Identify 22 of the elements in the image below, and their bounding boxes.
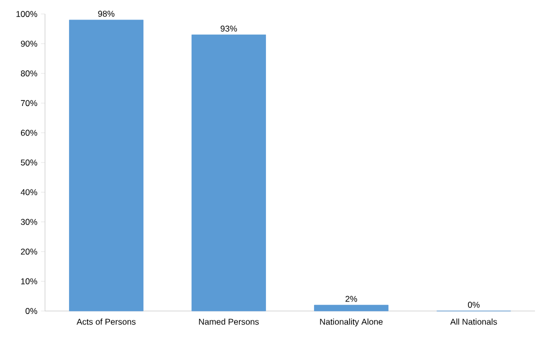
x-tick-label: Named Persons: [199, 318, 259, 325]
bar: [69, 20, 144, 312]
data-label: 93%: [220, 26, 237, 32]
data-label: 0%: [468, 302, 480, 308]
y-tick-label: 20%: [20, 248, 38, 255]
bar: [314, 304, 388, 312]
y-tick-label: 10%: [21, 278, 38, 284]
x-tick-label: Nationality Alone: [320, 318, 383, 326]
y-tick-label: 80%: [20, 70, 38, 76]
data-label: 98%: [98, 10, 114, 17]
y-tick-label: 50%: [20, 160, 38, 166]
y-tick-label: 90%: [20, 40, 38, 47]
y-tick-label: 100%: [16, 11, 38, 17]
y-tick-label: 30%: [20, 218, 38, 225]
y-tick-label: 40%: [20, 189, 38, 196]
y-tick-label: 0%: [26, 308, 38, 314]
y-tick-label: 60%: [20, 130, 38, 136]
x-tick-label: Acts of Persons: [76, 318, 136, 325]
bar: [192, 34, 266, 312]
x-tick-label: All Nationals: [450, 318, 497, 325]
data-label: 2%: [346, 296, 358, 302]
y-tick-label: 70%: [20, 100, 38, 106]
